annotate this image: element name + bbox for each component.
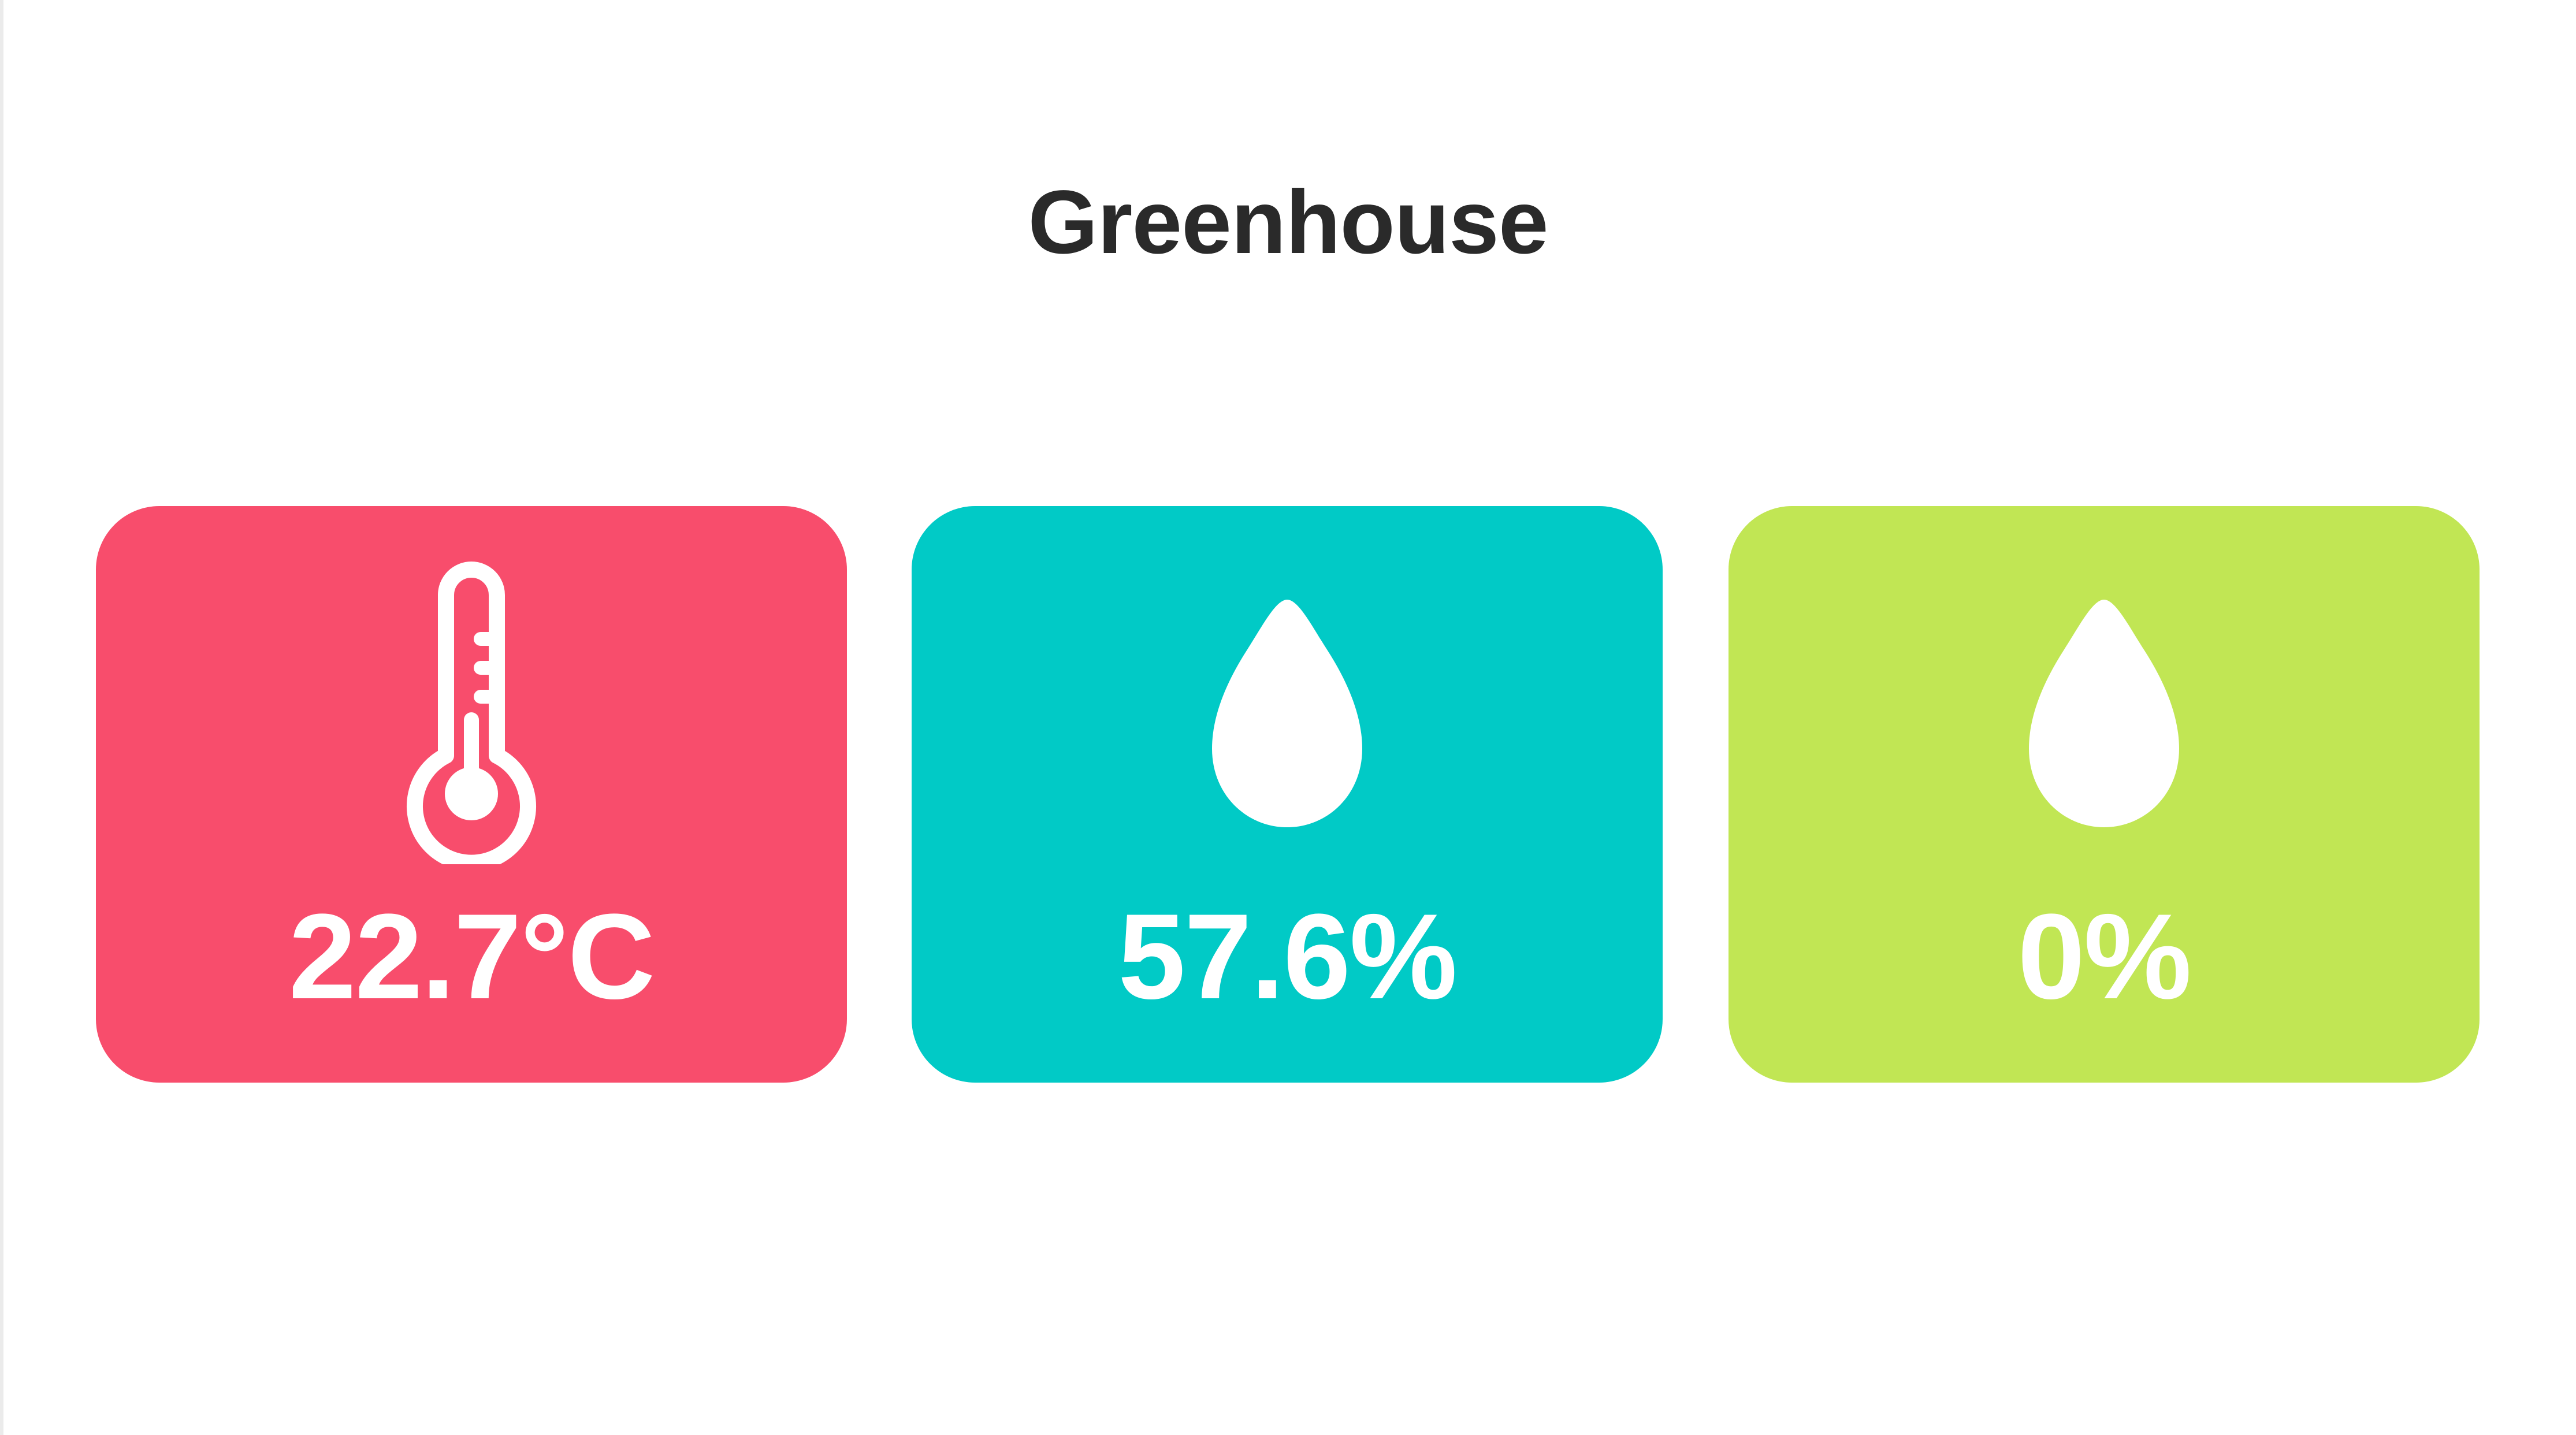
page-title: Greenhouse: [1028, 172, 1548, 273]
temperature-value: 22.7°C: [288, 888, 655, 1024]
humidity-value: 57.6%: [1118, 888, 1457, 1024]
humidity-card[interactable]: 57.6%: [912, 506, 1663, 1083]
water-drop-icon: [1729, 506, 2480, 864]
water-drop-icon: [912, 506, 1663, 864]
temperature-card[interactable]: 22.7°C: [96, 506, 847, 1083]
window-left-edge: [0, 0, 3, 1435]
soil-moisture-card[interactable]: 0%: [1729, 506, 2480, 1083]
soil-moisture-value: 0%: [2017, 888, 2192, 1024]
thermometer-icon: [96, 506, 847, 864]
